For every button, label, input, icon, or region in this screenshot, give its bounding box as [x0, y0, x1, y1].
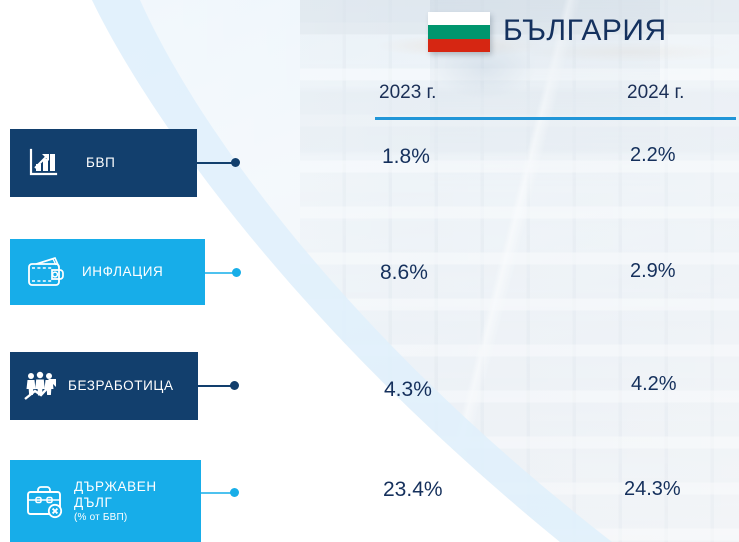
flag-band-white [428, 12, 490, 26]
connector-dot-unemployment [230, 381, 239, 390]
value-unemployment-2024: 4.2% [631, 373, 677, 395]
curve-shape-pale-blue [92, 0, 612, 542]
value-government-debt-2023: 23.4% [383, 478, 443, 501]
briefcase-deficit-icon [20, 483, 70, 519]
connector-line-inflation [205, 272, 237, 274]
value-gdp-2024: 2.2% [630, 144, 676, 166]
connector-line-unemployment [197, 385, 235, 387]
header-divider [375, 117, 736, 120]
debt-label-main: ДЪРЖАВЕН ДЪЛГ [74, 478, 157, 510]
metric-label-text-inflation: ИНФЛАЦИЯ [82, 264, 164, 280]
people-trend-icon [20, 370, 64, 402]
column-header-2023: 2023 г. [379, 82, 437, 103]
connector-line-gdp [197, 162, 237, 164]
metric-label-text-gdp: БВП [86, 155, 116, 171]
value-government-debt-2024: 24.3% [624, 478, 681, 500]
page-title: БЪЛГАРИЯ [503, 14, 667, 47]
value-unemployment-2023: 4.3% [384, 378, 432, 401]
connector-dot-inflation [232, 268, 241, 277]
wallet-money-icon [20, 255, 72, 289]
connector-dot-government-debt [230, 488, 239, 497]
value-inflation-2023: 8.6% [380, 261, 428, 284]
metric-label-gdp[interactable]: БВП [10, 129, 197, 197]
flag-band-green [428, 25, 490, 39]
connector-dot-gdp [231, 158, 240, 167]
metric-label-government-debt[interactable]: ДЪРЖАВЕН ДЪЛГ (% от БВП) [10, 460, 201, 542]
bar-chart-growth-icon [22, 147, 64, 179]
value-gdp-2023: 1.8% [382, 145, 430, 168]
metric-label-unemployment[interactable]: БЕЗРАБОТИЦА [10, 352, 198, 420]
debt-label-sub: (% от БВП) [74, 511, 128, 523]
metric-label-inflation[interactable]: ИНФЛАЦИЯ [10, 239, 205, 305]
metric-label-text-unemployment: БЕЗРАБОТИЦА [68, 378, 174, 394]
connector-line-government-debt [201, 492, 235, 494]
flag-band-red [428, 38, 490, 52]
column-header-2024: 2024 г. [627, 82, 685, 103]
value-inflation-2024: 2.9% [630, 260, 676, 282]
bulgaria-flag-icon [428, 12, 490, 52]
metric-label-text-government-debt: ДЪРЖАВЕН ДЪЛГ (% от БВП) [74, 479, 157, 524]
